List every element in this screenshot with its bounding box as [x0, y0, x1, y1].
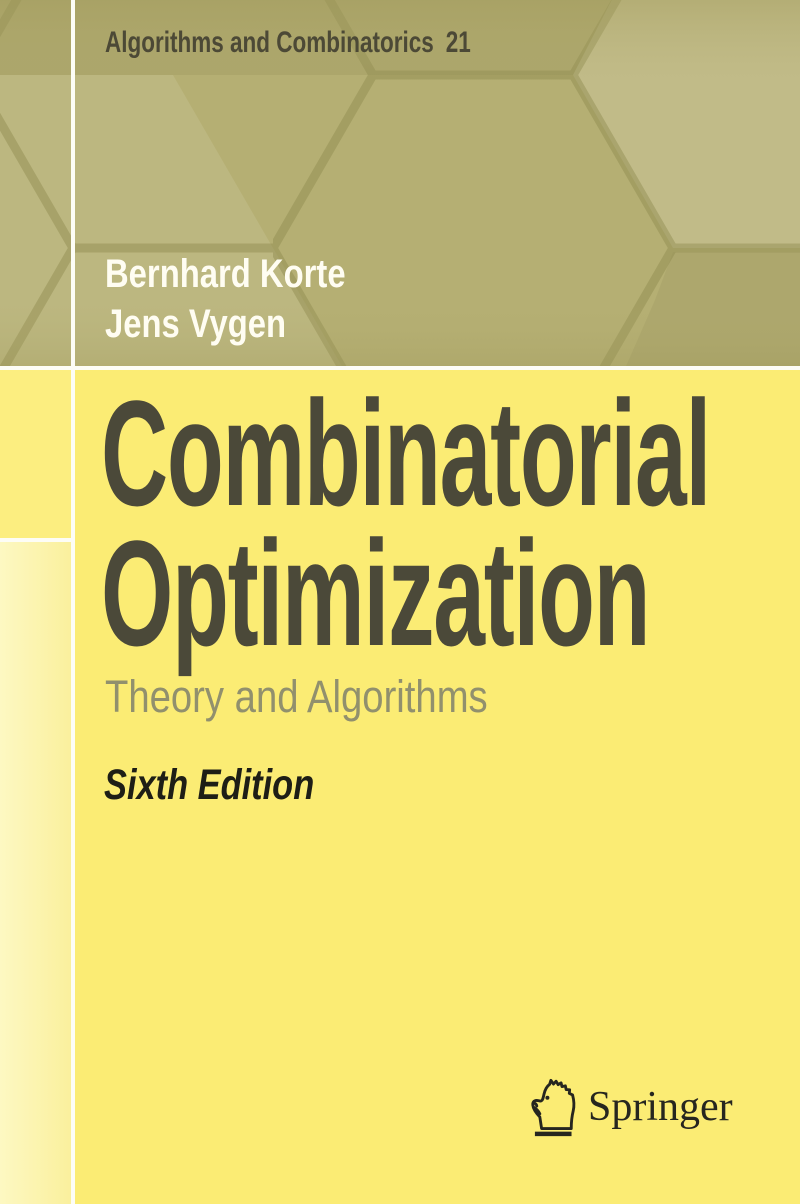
vertical-divider: [71, 0, 75, 1204]
book-title-line-2: Optimization: [101, 509, 650, 677]
book-title-line-1: Combinatorial: [101, 369, 711, 537]
publisher-name: Springer: [588, 1084, 733, 1130]
springer-knight-icon: [531, 1078, 576, 1137]
book-subtitle: Theory and Algorithms: [105, 671, 488, 722]
series-volume: 21: [445, 26, 471, 59]
series-name: Algorithms and Combinatorics: [105, 26, 434, 59]
horizontal-divider: [0, 366, 800, 370]
edition-label: Sixth Edition: [104, 761, 315, 809]
publisher-logo: Springer: [530, 1076, 760, 1146]
hexagon-pattern: [0, 0, 800, 366]
series-title: Algorithms and Combinatorics 21: [105, 28, 593, 58]
author-name: Jens Vygen: [105, 302, 287, 346]
left-strip-upper: [0, 370, 71, 538]
author-names: Bernhard Korte Jens Vygen: [105, 249, 398, 349]
left-strip-divider: [0, 538, 71, 542]
cover-top-band: Algorithms and Combinatorics 21 Bernhard …: [0, 0, 800, 366]
left-strip-lower: [0, 542, 71, 1204]
author-name: Bernhard Korte: [105, 252, 346, 296]
